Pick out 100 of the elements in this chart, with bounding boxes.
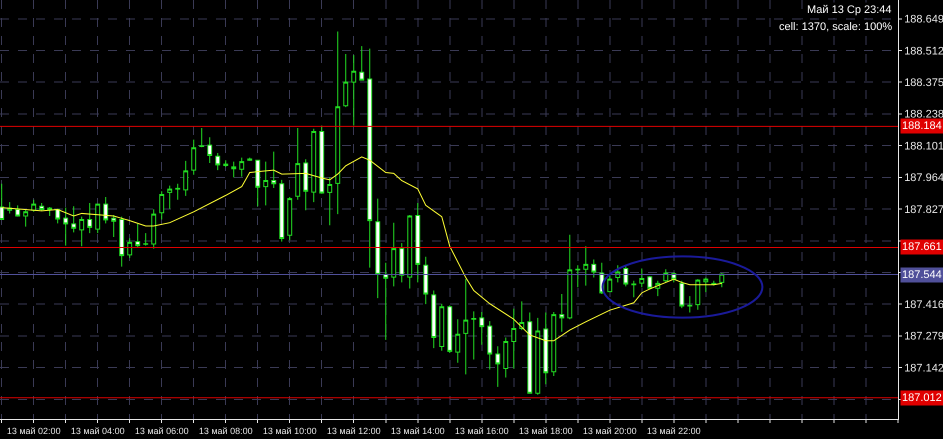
candlestick [519, 300, 524, 331]
y-tick-label: 187.142 [904, 362, 943, 374]
x-tick-label: 13 май 18:00 [518, 426, 573, 436]
candlestick [39, 202, 44, 212]
candlestick [591, 259, 596, 278]
x-tick-label: 13 май 04:00 [70, 426, 125, 436]
candlestick [423, 256, 428, 305]
ref-line-label: 187.544 [902, 269, 942, 281]
candlestick [663, 268, 668, 283]
candlestick [47, 206, 52, 216]
candlestick [631, 280, 636, 298]
candlestick [215, 152, 220, 171]
candlestick [399, 242, 404, 283]
candlestick [343, 53, 348, 108]
candlestick [447, 304, 452, 354]
candlestick [527, 312, 532, 394]
candlestick [175, 183, 180, 200]
candlestick [167, 185, 172, 210]
candlestick [223, 160, 228, 168]
candlestick [439, 303, 444, 352]
candlestick [687, 296, 692, 314]
candlestick [311, 128, 316, 203]
candlestick [0, 183, 4, 220]
ref-line-label: 187.012 [902, 392, 942, 404]
candlestick [495, 346, 500, 388]
candlestick [239, 157, 244, 178]
candlestick [23, 209, 28, 228]
candlestick [335, 30, 340, 215]
x-tick-label: 13 май 10:00 [262, 426, 317, 436]
candlestick [463, 278, 468, 375]
x-tick-label: 13 май 14:00 [390, 426, 445, 436]
candlestick [79, 216, 84, 247]
x-tick-label: 13 май 08:00 [198, 426, 253, 436]
candlestick [279, 179, 284, 242]
x-tick-label: 13 май 06:00 [134, 426, 189, 436]
candlestick [359, 46, 364, 81]
candlestick [287, 196, 292, 241]
candlestick [303, 158, 308, 211]
candlestick [295, 128, 300, 200]
candlestick [87, 202, 92, 234]
candlestick [383, 262, 388, 340]
candlestick [151, 208, 156, 250]
candlestick [487, 320, 492, 370]
line-series [1, 156, 722, 342]
candlestick [255, 160, 260, 207]
text: cell: 1370, scale: 100% [779, 21, 892, 33]
candlestick [119, 216, 124, 268]
candlestick [31, 199, 36, 212]
candlestick [719, 272, 724, 288]
candlestick [695, 278, 700, 310]
candlestick [271, 151, 276, 188]
candlestick [207, 136, 212, 164]
ref-line-label: 188.184 [902, 120, 942, 132]
y-tick-label: 187.827 [904, 204, 943, 216]
candlestick [111, 214, 116, 238]
candlestick [319, 124, 324, 194]
candlestick [479, 312, 484, 346]
candlestick [143, 232, 148, 246]
y-tick-label: 188.649 [904, 14, 943, 26]
candlestick [703, 277, 708, 293]
candlestick [623, 264, 628, 287]
candlestick [551, 312, 556, 376]
candlestick [95, 203, 100, 234]
candlestick [71, 206, 76, 233]
candlestick [535, 317, 540, 396]
candlestick [375, 198, 380, 299]
y-tick-label: 188.101 [904, 140, 943, 152]
candlestick [263, 161, 268, 206]
candlestick [159, 190, 164, 220]
candlestick [191, 139, 196, 176]
candlestick [327, 176, 332, 226]
x-tick-label: 13 май 20:00 [582, 426, 637, 436]
candlestick [583, 246, 588, 286]
candlestick [471, 310, 476, 360]
candlestick [351, 54, 356, 126]
candlestick [183, 160, 188, 196]
text: Май 13 Ср 23:44 [807, 4, 892, 16]
y-tick-label: 187.279 [904, 330, 943, 343]
candlestick [647, 275, 652, 290]
x-tick-label: 13 май 22:00 [646, 426, 701, 436]
candlestick [455, 318, 460, 364]
candlestick [103, 196, 108, 224]
candlestick [15, 204, 20, 218]
candlestick [607, 274, 612, 293]
candlestick [431, 290, 436, 349]
x-tick-label: 13 май 12:00 [326, 426, 381, 436]
candlestick [543, 312, 548, 385]
candlestick [391, 222, 396, 287]
ref-line-label: 187.661 [902, 241, 942, 253]
candlestick [55, 209, 60, 224]
x-tick-label: 13 май 02:00 [6, 426, 61, 436]
candlestick [559, 293, 564, 332]
candlestick [231, 161, 236, 178]
candlestick [503, 337, 508, 378]
candlestick [407, 214, 412, 289]
candlestick [679, 280, 684, 309]
candlestick [367, 48, 372, 268]
candlestick [127, 238, 132, 258]
candlestick [511, 308, 516, 370]
candlestick [415, 202, 420, 283]
